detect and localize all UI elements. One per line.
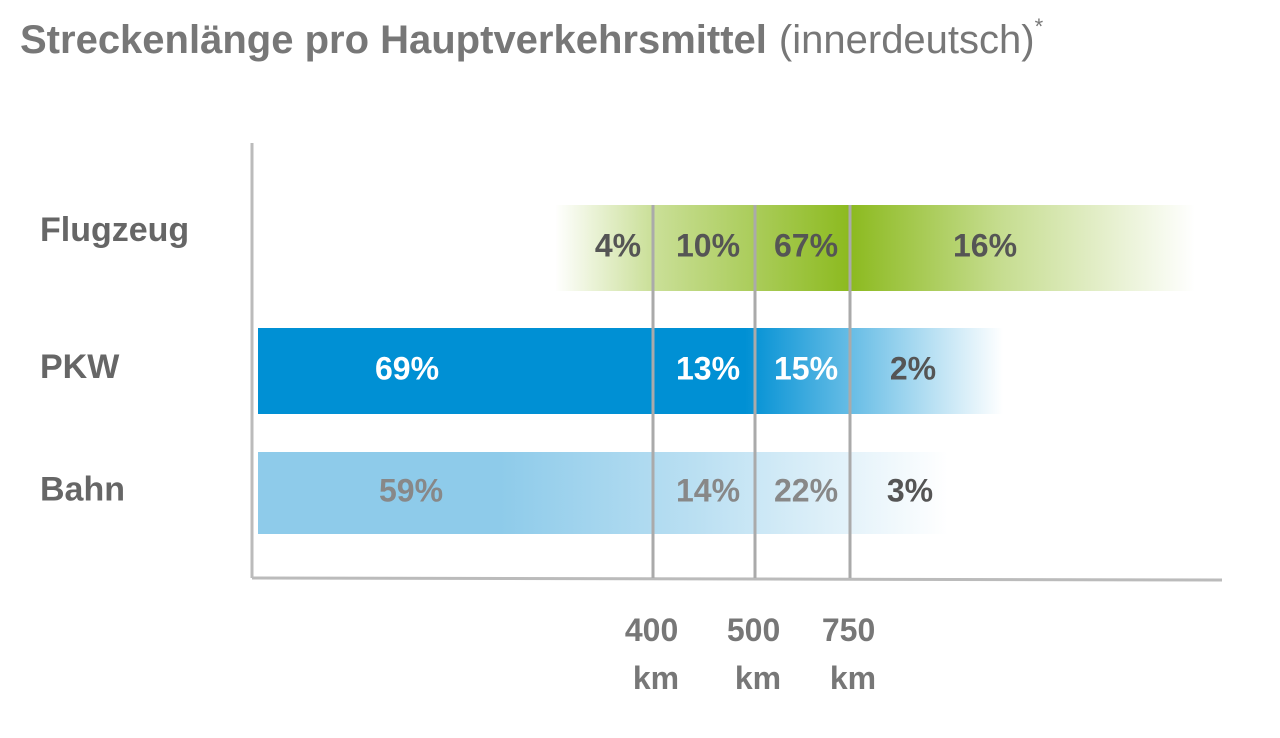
bar-segment: [850, 328, 1003, 414]
bar-segment: [850, 452, 948, 534]
bar-segment: [653, 328, 755, 414]
x-tick-label: 500 km: [727, 612, 789, 696]
bar-segment: [755, 452, 850, 534]
x-tick-label: 750 km: [822, 612, 884, 696]
bar-segment: [258, 452, 653, 534]
bar-segment: [258, 328, 653, 414]
x-tick-label: 400 km: [625, 612, 687, 696]
value-label: 4%: [595, 227, 641, 263]
x-axis: [251, 576, 1223, 582]
chart-title: Streckenlänge pro Hauptverkehrsmittel (in…: [20, 14, 1044, 62]
bar-segment: [653, 205, 755, 291]
bars: [258, 205, 1195, 534]
bar-segment: [755, 328, 850, 414]
value-label: 14%: [676, 472, 740, 508]
bar-segment: [850, 205, 1195, 291]
bar-segment: [555, 205, 653, 291]
bar-segment: [755, 205, 850, 291]
value-label: 67%: [774, 227, 838, 263]
title: Streckenlänge pro Hauptverkehrsmittel: [20, 18, 767, 62]
value-label: 2%: [890, 350, 936, 386]
value-label: 15%: [774, 350, 838, 386]
value-label: 10%: [676, 227, 740, 263]
value-label: 59%: [379, 472, 443, 508]
row-label: Flugzeug: [40, 211, 189, 249]
row-label: Bahn: [40, 471, 125, 509]
value-label: 13%: [676, 350, 740, 386]
subtitle: (innerdeutsch): [779, 18, 1035, 62]
value-label: 16%: [953, 227, 1017, 263]
row-label: PKW: [40, 348, 120, 386]
value-label: 69%: [375, 350, 439, 386]
value-label: 22%: [774, 472, 838, 508]
value-label: 3%: [887, 472, 933, 508]
bar-segment: [653, 452, 755, 534]
title-note: *: [1035, 14, 1044, 39]
